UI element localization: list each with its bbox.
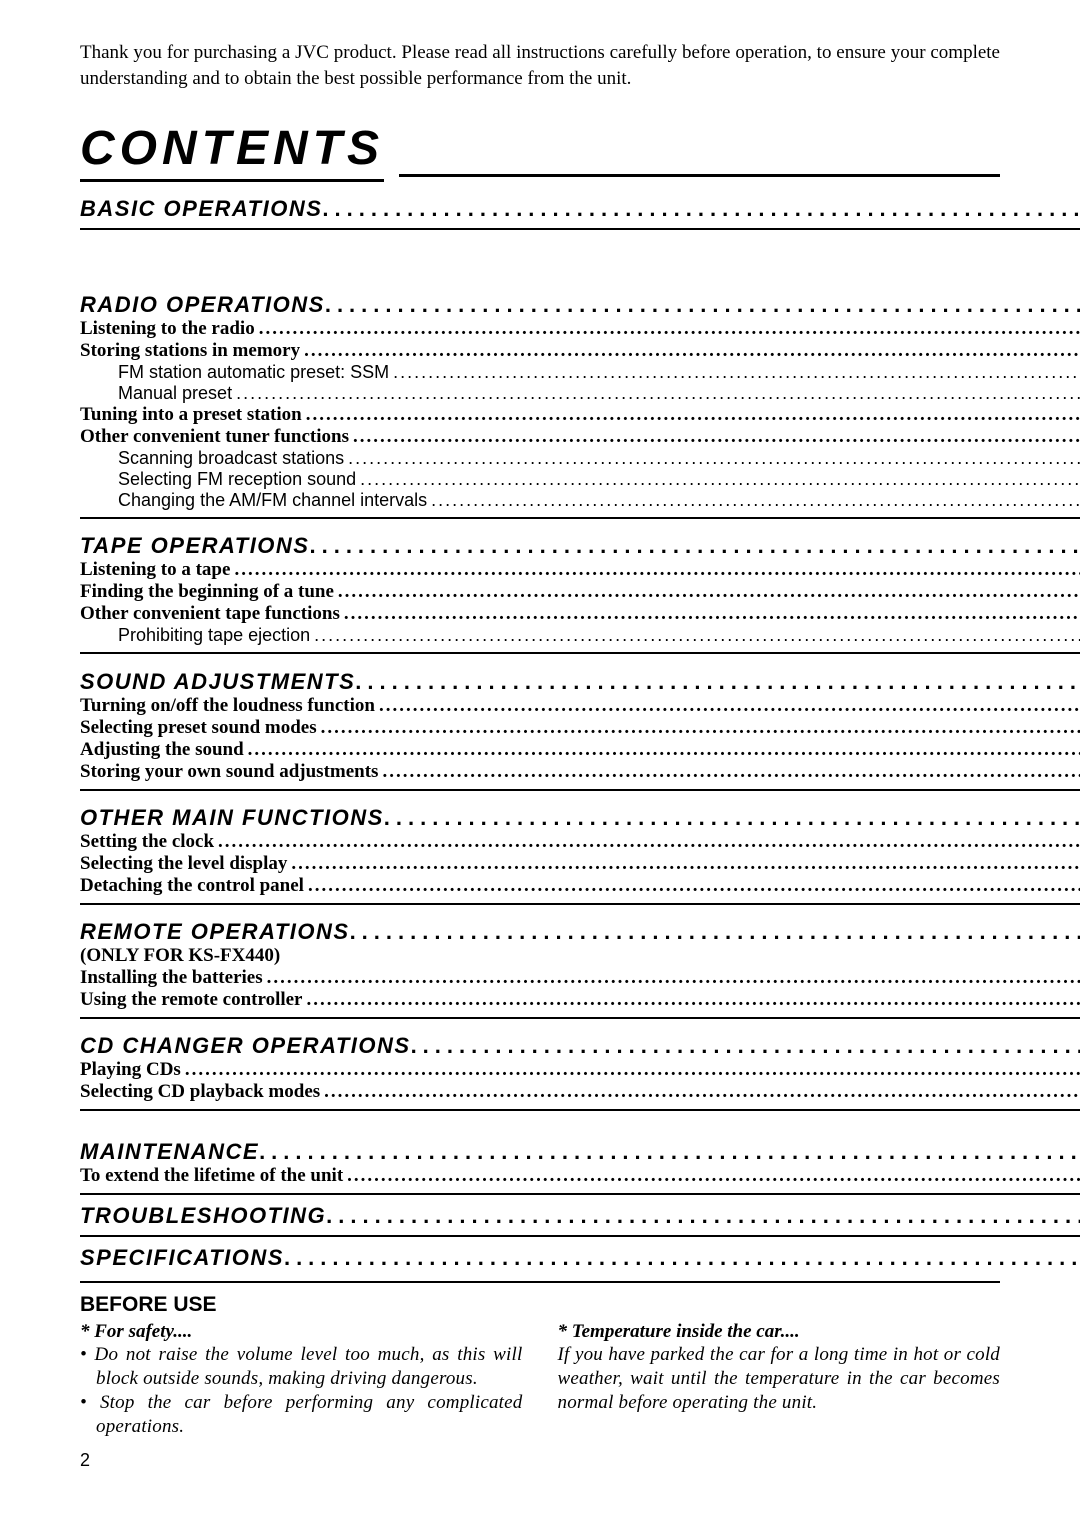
divider [80,1109,1080,1111]
toc-section: TROUBLESHOOTING23 [80,1203,1080,1229]
toc-entry: Turning on/off the loudness function12 [80,695,1080,717]
toc-section: OTHER MAIN FUNCTIONS15 Setting the clock… [80,805,1080,897]
toc-group: SOUND ADJUSTMENTS12 Turning on/off the l… [80,661,1000,791]
before-use-title: BEFORE USE [80,1293,1000,1317]
section-heading: SPECIFICATIONS24 [80,1245,1080,1271]
divider [80,1281,1000,1283]
toc-group: OTHER MAIN FUNCTIONS15 Setting the clock… [80,797,1000,905]
toc-entry: Using the remote controller18 [80,989,1080,1011]
divider [80,517,1080,519]
contents-header: CONTENTS [80,121,1000,182]
section-heading: TAPE OPERATIONS9 [80,533,1080,559]
toc-entry: Manual preset6 [118,383,1080,404]
page-number: 2 [80,1450,1000,1471]
toc-section: CD CHANGER OPERATIONS19 Playing CDs19 Se… [80,1033,1080,1103]
toc-entry: Detaching the control panel17 [80,875,1080,897]
toc-entry: Changing the AM/FM channel intervals8 [118,490,1080,511]
toc-entry: Listening to a tape9 [80,559,1080,581]
section-note: (ONLY FOR KS-FX440) [80,945,1080,967]
toc-entry: Storing your own sound adjustments14 [80,761,1080,783]
toc-entry: Listening to the radio4 [80,318,1080,340]
safety-heading: * For safety.... [80,1321,523,1343]
safety-item: • Do not raise the volume level too much… [80,1343,523,1391]
divider [80,652,1080,654]
toc-entry: Installing the batteries18 [80,967,1080,989]
divider [80,228,1080,230]
toc-entry: Selecting preset sound modes12 [80,717,1080,739]
toc-section: TAPE OPERATIONS9 Listening to a tape9 Fi… [80,533,1080,646]
toc-entry: Tuning into a preset station7 [80,404,1080,426]
safety-item: • Stop the car before performing any com… [80,1391,523,1439]
contents-title: CONTENTS [80,121,384,182]
section-heading: OTHER MAIN FUNCTIONS15 [80,805,1080,831]
toc-group: RADIO OPERATIONS4 Listening to the radio… [80,284,1000,519]
toc-section: BASIC OPERATIONS3 [80,196,1080,222]
section-heading: RADIO OPERATIONS4 [80,292,1080,318]
toc-entry: Selecting CD playback modes21 [80,1081,1080,1103]
toc-section: RADIO OPERATIONS4 Listening to the radio… [80,292,1080,511]
toc-entry: To extend the lifetime of the unit22 [80,1165,1080,1187]
toc-section: SOUND ADJUSTMENTS12 Turning on/off the l… [80,669,1080,783]
toc-entry: Playing CDs19 [80,1059,1080,1081]
toc-entry: Selecting FM reception sound8 [118,469,1080,490]
toc-entry: Finding the beginning of a tune10 [80,581,1080,603]
toc-entry: Storing stations in memory5 [80,340,1080,362]
toc-group: BASIC OPERATIONS3 [80,188,1000,278]
section-heading: SOUND ADJUSTMENTS12 [80,669,1080,695]
toc-entry: Selecting the level display16 [80,853,1080,875]
toc-entry: Adjusting the sound13 [80,739,1080,761]
toc-entry: Setting the clock15 [80,831,1080,853]
divider [80,903,1080,905]
divider [80,1235,1080,1237]
intro-text: Thank you for purchasing a JVC product. … [80,40,1000,91]
divider [80,789,1080,791]
before-use: BEFORE USE * For safety.... • Do not rai… [80,1293,1000,1438]
toc-entry: Other convenient tape functions11 [80,603,1080,625]
toc-section: REMOTE OPERATIONS18(ONLY FOR KS-FX440) I… [80,919,1080,1011]
toc-section: MAINTENANCE22 To extend the lifetime of … [80,1139,1080,1187]
divider [80,1017,1080,1019]
toc-section: SPECIFICATIONS24 [80,1245,1080,1271]
toc-group: TAPE OPERATIONS9 Listening to a tape9 Fi… [80,525,1000,655]
before-use-right: * Temperature inside the car.... If you … [558,1321,1001,1438]
toc-group: CD CHANGER OPERATIONS19 Playing CDs19 Se… [80,1025,1000,1125]
toc-entry: Other convenient tuner functions8 [80,426,1080,448]
toc-entry: Scanning broadcast stations8 [118,448,1080,469]
toc-group: MAINTENANCE22 To extend the lifetime of … [80,1131,1000,1271]
temperature-heading: * Temperature inside the car.... [558,1321,1001,1343]
divider [80,1193,1080,1195]
section-heading: CD CHANGER OPERATIONS19 [80,1033,1080,1059]
section-heading: BASIC OPERATIONS3 [80,196,1080,222]
section-heading: TROUBLESHOOTING23 [80,1203,1080,1229]
toc-group: REMOTE OPERATIONS18(ONLY FOR KS-FX440) I… [80,911,1000,1019]
section-heading: REMOTE OPERATIONS18 [80,919,1080,945]
temperature-body: If you have parked the car for a long ti… [558,1343,1001,1414]
toc-entry: FM station automatic preset: SSM5 [118,362,1080,383]
toc-entry: Prohibiting tape ejection11 [118,625,1080,646]
section-heading: MAINTENANCE22 [80,1139,1080,1165]
before-use-left: * For safety.... • Do not raise the volu… [80,1321,523,1438]
